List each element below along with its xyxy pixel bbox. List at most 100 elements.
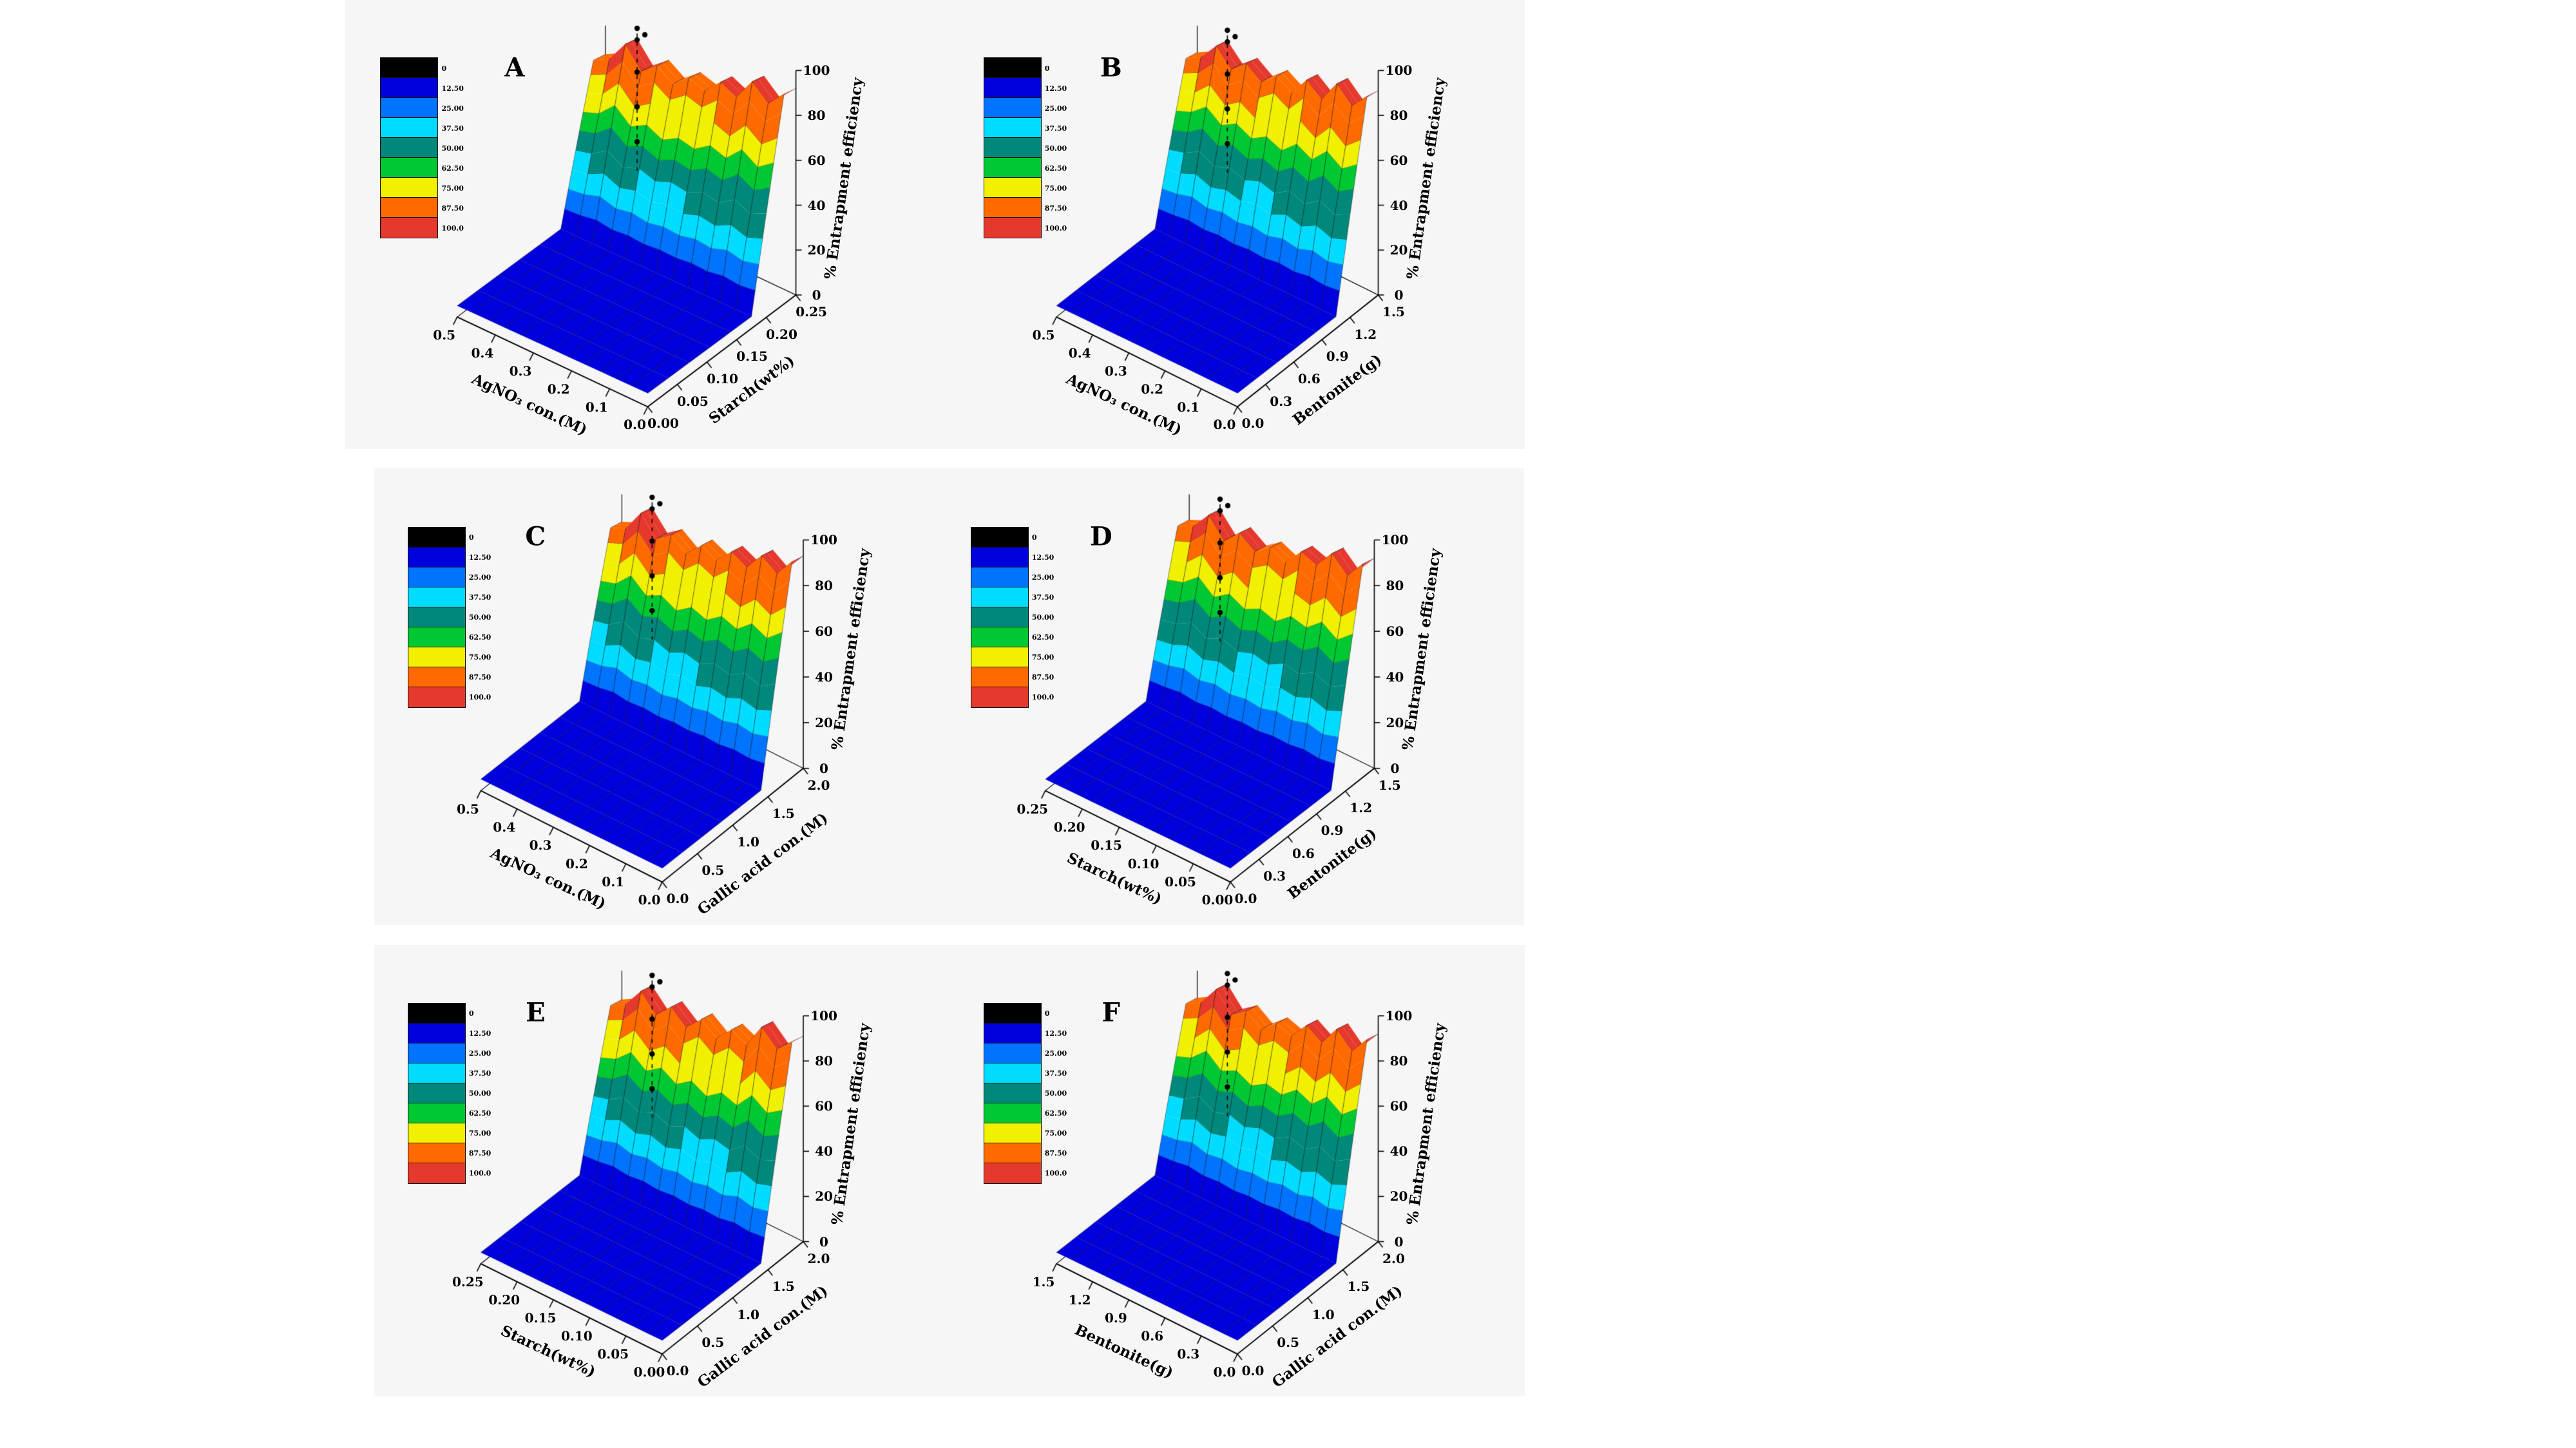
x-tick-label: 1.2	[1068, 1291, 1091, 1308]
legend-swatch	[380, 57, 439, 79]
x-tick-label: 0.20	[1053, 819, 1085, 835]
x-tick-label: 0.1	[1177, 399, 1200, 415]
panel-letter: B	[1100, 52, 1122, 83]
y-tick-label: 1.2	[1354, 326, 1377, 342]
x-tick-label: 0.5	[456, 801, 479, 817]
legend-level-label: 37.50	[468, 1069, 491, 1078]
z-tick-label: 40	[1389, 1143, 1408, 1159]
legend-level-label: 87.50	[441, 204, 464, 213]
legend-swatch	[983, 1082, 1042, 1104]
legend-entry: 62.50	[970, 626, 1054, 648]
legend-swatch	[407, 546, 466, 568]
x-tick-label: 0.15	[1091, 837, 1122, 853]
z-tick-label: 60	[1386, 624, 1404, 640]
z-tick-label: 100	[1385, 62, 1413, 79]
legend-entry: 87.50	[407, 1142, 491, 1164]
y-tick-label: 2.0	[807, 1250, 830, 1266]
legend-level-label: 100.0	[1044, 1169, 1067, 1178]
legend-level-label: 62.50	[468, 1109, 491, 1118]
x-tick-label: 0.15	[524, 1310, 557, 1326]
legend-swatch	[970, 566, 1029, 588]
z-tick-label: 60	[815, 1098, 833, 1114]
z-tick-label: 80	[1389, 1053, 1408, 1069]
legend-entry: 75.00	[407, 1122, 491, 1144]
z-tick-label: 60	[807, 152, 826, 168]
legend-entry: 50.00	[380, 137, 464, 159]
legend-swatch	[380, 157, 439, 179]
legend-level-label: 87.50	[1044, 204, 1067, 213]
y-tick-label: 2.0	[807, 777, 830, 793]
z-tick-label: 60	[815, 624, 833, 640]
y-tick-label: 1.5	[1347, 1279, 1370, 1295]
legend-entry: 50.00	[407, 1082, 491, 1104]
panel-letter: D	[1090, 521, 1112, 552]
z-tick-label: 0	[1394, 1234, 1404, 1250]
legend-level-label: 25.00	[468, 1049, 491, 1058]
panel-A: 0 12.50 25.00 37.50 50.00 62.50 75.00 87.50 100.…	[345, 0, 950, 449]
y-tick-label: 0.9	[1321, 823, 1344, 839]
legend-swatch	[983, 77, 1042, 99]
legend-entry: 75.00	[983, 177, 1067, 199]
legend-entry: 12.50	[407, 1022, 491, 1044]
z-tick-label: 20	[815, 1188, 833, 1205]
legend-entry: 62.50	[407, 626, 491, 648]
y-tick-label: 0.0	[1234, 891, 1257, 907]
y-tick-label: 1.5	[1382, 303, 1405, 319]
z-tick-label: 20	[1389, 1188, 1408, 1205]
legend-entry: 37.50	[983, 1062, 1067, 1084]
legend-level-label: 62.50	[1031, 633, 1054, 642]
legend-swatch	[983, 57, 1042, 79]
legend-swatch	[407, 606, 466, 628]
y-tick-label: 0.0	[1241, 1363, 1264, 1379]
x-tick-label: 0.05	[1165, 873, 1196, 890]
colorbar-legend: 0 12.50 25.00 37.50 50.00 62.50 75.00 87.50 100.…	[983, 57, 1067, 239]
x-tick-label: 0.0	[624, 417, 646, 433]
x-tick-label: 1.5	[1032, 1273, 1055, 1290]
legend-level-label: 50.00	[468, 613, 491, 622]
legend-swatch	[407, 1082, 466, 1104]
legend-entry: 25.00	[380, 97, 464, 119]
legend-swatch	[407, 526, 466, 548]
legend-swatch	[983, 197, 1042, 219]
z-tick-label: 0	[819, 1234, 828, 1250]
x-tick-label: 0.9	[1105, 1310, 1127, 1326]
z-tick-label: 20	[807, 242, 826, 258]
legend-entry: 37.50	[407, 1062, 491, 1084]
legend-level-label: 25.00	[441, 104, 464, 113]
legend-level-label: 100.0	[1031, 693, 1054, 702]
x-tick-label: 0.2	[565, 855, 588, 872]
y-tick-label: 1.0	[1312, 1306, 1335, 1322]
legend-level-label: 50.00	[1044, 144, 1067, 153]
legend-swatch	[970, 586, 1029, 608]
legend-entry: 100.0	[380, 217, 464, 239]
legend-level-label: 0	[468, 1009, 474, 1018]
z-tick-label: 40	[815, 1143, 833, 1159]
z-tick-label: 80	[815, 1053, 833, 1069]
z-tick-label: 20	[815, 714, 833, 730]
y-tick-label: 1.0	[737, 834, 759, 850]
y-tick-label: 1.0	[737, 1306, 759, 1322]
surface-plot-D	[937, 468, 1524, 925]
x-tick-label: 0.3	[529, 837, 552, 853]
y-tick-label: 0.6	[1292, 845, 1315, 861]
legend-level-label: 100.0	[1044, 224, 1067, 233]
y-tick-label: 1.2	[1350, 800, 1373, 816]
panel-F: 0 12.50 25.00 37.50 50.00 62.50 75.00 87.50 100.…	[950, 945, 1525, 1396]
legend-level-label: 62.50	[468, 633, 491, 642]
y-tick-label: 2.0	[1382, 1250, 1405, 1266]
z-tick-label: 20	[1389, 242, 1408, 258]
z-tick-label: 60	[1389, 152, 1408, 168]
legend-level-label: 0	[1031, 533, 1037, 542]
panel-letter: A	[504, 52, 525, 83]
legend-entry: 50.00	[983, 137, 1067, 159]
z-tick-label: 40	[1386, 669, 1404, 685]
legend-entry: 37.50	[983, 117, 1067, 139]
legend-entry: 62.50	[407, 1102, 491, 1124]
y-tick-label: 1.5	[1379, 777, 1401, 793]
legend-swatch	[407, 1102, 466, 1124]
legend-entry: 37.50	[380, 117, 464, 139]
legend-entry: 87.50	[983, 1142, 1067, 1164]
legend-entry: 75.00	[380, 177, 464, 199]
colorbar-legend: 0 12.50 25.00 37.50 50.00 62.50 75.00 87.50 100.…	[970, 526, 1054, 708]
legend-level-label: 0	[1044, 1009, 1050, 1018]
